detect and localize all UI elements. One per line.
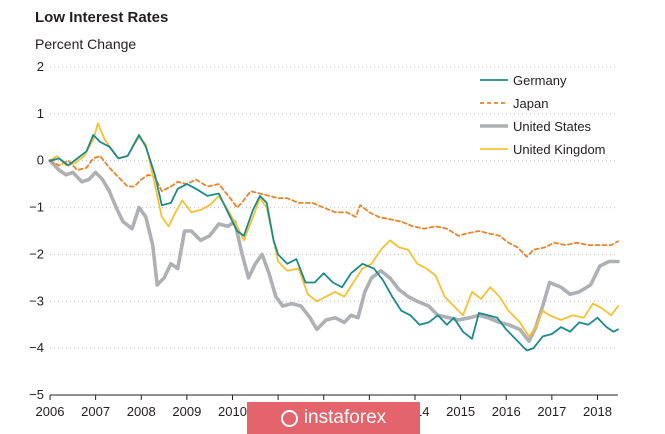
y-tick-label: 1: [37, 106, 44, 121]
x-tick-label: 2015: [446, 404, 475, 419]
y-axis: 2 1 0 −1 −2 −3 −4 −5: [29, 59, 44, 402]
legend: Germany Japan United States United Kingdom: [480, 73, 606, 157]
series-lines: [48, 122, 620, 352]
legend-label: United States: [513, 119, 592, 134]
y-tick-label: 2: [37, 59, 44, 74]
y-tick-label: −2: [29, 246, 44, 261]
legend-label: United Kingdom: [513, 142, 606, 157]
x-tick-label: 2017: [537, 404, 566, 419]
y-tick-label: 0: [37, 153, 44, 168]
y-tick-label: −3: [29, 293, 44, 308]
y-tick-label: −1: [29, 200, 44, 215]
series-line-united-states: [48, 158, 620, 343]
y-tick-label: −4: [29, 340, 44, 355]
x-tick-label: 2016: [492, 404, 521, 419]
x-tick-label: 2010: [218, 404, 247, 419]
watermark-badge: instaforex: [247, 402, 420, 434]
watermark-ring-icon: [280, 409, 298, 427]
legend-label: Germany: [513, 73, 567, 88]
gridlines: [50, 66, 618, 349]
chart-title: Low Interest Rates: [35, 9, 169, 26]
chart-subtitle: Percent Change: [35, 36, 137, 52]
x-tick-label: 2009: [172, 404, 201, 419]
x-tick-label: 2018: [583, 404, 612, 419]
watermark-text: instaforex: [303, 407, 387, 428]
x-tick-label: 2007: [81, 404, 110, 419]
series-line-germany: [49, 134, 619, 352]
legend-label: Japan: [513, 96, 548, 111]
x-tick-label: 2006: [36, 404, 65, 419]
y-tick-label: −5: [29, 387, 44, 402]
series-line-japan: [49, 155, 619, 258]
x-tick-label: 2008: [127, 404, 156, 419]
